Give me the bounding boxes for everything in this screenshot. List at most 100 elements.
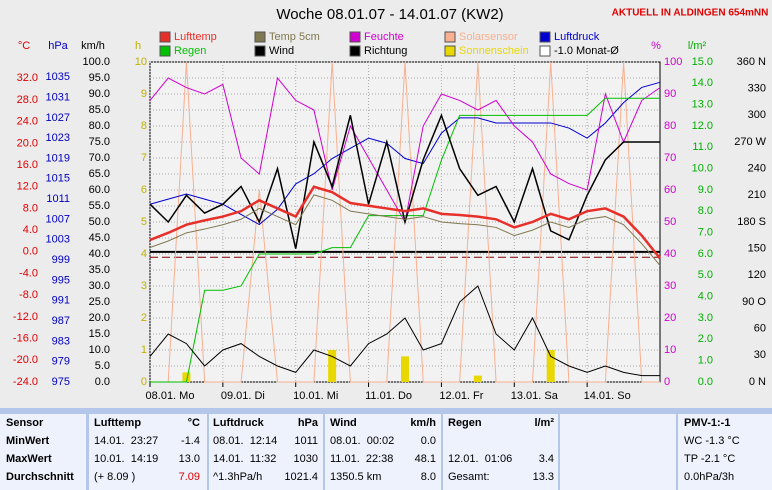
- y-tick-label: 75.0: [89, 136, 110, 148]
- y-tick-label: 1019: [46, 152, 70, 164]
- table-cell: 14.01. 23:27: [94, 435, 159, 447]
- y-tick-label: 50.0: [89, 216, 110, 228]
- y-tick-label: 10: [135, 56, 147, 68]
- y-tick-label: 95.0: [89, 72, 110, 84]
- y-tick-label: 4.0: [23, 224, 38, 236]
- y-tick-label: -16.0: [13, 333, 38, 345]
- y-tick-label: 80.0: [89, 120, 110, 132]
- y-tick-label: 979: [52, 356, 70, 368]
- series-line: [150, 97, 660, 383]
- y-tick-label: 12.0: [692, 120, 713, 132]
- table-cell: MinWert: [6, 435, 50, 447]
- legend-label: Regen: [174, 45, 206, 57]
- table-cell: WC -1.3 °C: [684, 435, 740, 447]
- y-tick-label: -20.0: [13, 354, 38, 366]
- legend-swatch: [349, 45, 361, 57]
- table-cell: 10.01. 14:19: [94, 453, 159, 465]
- table-cell: 08.01. 00:02: [330, 435, 395, 447]
- y-tick-label: 3.0: [698, 312, 713, 324]
- y-tick-label: 100.0: [82, 56, 110, 68]
- y-tick-label: 7.0: [698, 227, 713, 239]
- y-tick-label: 50: [664, 216, 676, 228]
- chart-title: Woche 08.01.07 - 14.01.07 (KW2): [276, 6, 503, 23]
- y-tick-label: 45.0: [89, 232, 110, 244]
- legend-label: Richtung: [364, 45, 407, 57]
- y-tick-label: 55.0: [89, 200, 110, 212]
- y-tick-label: 983: [52, 335, 70, 347]
- y-tick-label: 0.0: [95, 376, 110, 388]
- y-tick-label: 6.0: [698, 248, 713, 260]
- y-tick-label: 15.0: [692, 56, 713, 68]
- y-tick-label: 1.0: [698, 355, 713, 367]
- x-tick-label: 08.01. Mo: [146, 390, 195, 402]
- bar: [328, 350, 337, 382]
- y-tick-label: 360 N: [737, 56, 766, 68]
- y-tick-label: 5.0: [95, 360, 110, 372]
- y-tick-label: 16.0: [17, 159, 38, 171]
- y-tick-label: 30: [754, 349, 766, 361]
- table-cell: Luftdruck: [213, 417, 264, 429]
- table-box: [89, 414, 207, 490]
- y-tick-label: 65.0: [89, 168, 110, 180]
- y-tick-label: -12.0: [13, 311, 38, 323]
- y-tick-label: 1007: [46, 213, 70, 225]
- table-cell: 12.01. 01:06: [448, 453, 513, 465]
- y-tick-label: 1031: [46, 91, 70, 103]
- table-cell: 14.01. 11:32: [213, 453, 277, 465]
- y-tick-label: 2.0: [698, 333, 713, 345]
- y-tick-label: 0: [664, 376, 670, 388]
- series-line: [149, 194, 661, 266]
- y-tick-label: 14.0: [692, 77, 713, 89]
- series-line: [150, 61, 660, 383]
- y-tick-label: 5: [141, 216, 147, 228]
- y-tick-label: 180 S: [737, 216, 766, 228]
- legend-swatch: [539, 45, 551, 57]
- table-box: [209, 414, 323, 490]
- y-tick-label: 4: [141, 248, 147, 260]
- y-tick-label: 90 O: [742, 296, 766, 308]
- chart-subtitle: AKTUELL IN ALDINGEN 654mNN: [612, 8, 769, 19]
- y-tick-label: 975: [52, 376, 70, 388]
- y-tick-label: 987: [52, 315, 70, 327]
- axis-unit: %: [651, 40, 661, 52]
- series-line: [149, 81, 661, 226]
- table-box: [443, 414, 558, 490]
- y-tick-label: 9: [141, 88, 147, 100]
- table-cell: Lufttemp: [94, 417, 142, 429]
- table-cell: -1.4: [181, 435, 200, 447]
- y-tick-label: 25.0: [89, 296, 110, 308]
- axis-unit: h: [135, 40, 141, 52]
- x-tick-label: 12.01. Fr: [439, 390, 483, 402]
- y-tick-label: 10: [664, 344, 676, 356]
- y-tick-label: 1023: [46, 132, 70, 144]
- table-box: [325, 414, 441, 490]
- legend-swatch: [254, 45, 266, 57]
- axis-unit: l/m²: [688, 40, 707, 52]
- legend-label: Temp 5cm: [269, 31, 320, 43]
- table-cell: (+ 8.09 ): [94, 471, 136, 483]
- y-tick-label: 35.0: [89, 264, 110, 276]
- legend-swatch: [349, 31, 361, 43]
- table-cell: Durchschnitt: [6, 471, 74, 483]
- y-tick-label: 90: [664, 88, 676, 100]
- y-tick-label: 32.0: [17, 72, 38, 84]
- table-cell: 13.3: [532, 471, 554, 483]
- y-tick-label: 85.0: [89, 104, 110, 116]
- legend-label: -1.0 Monat-Ø: [554, 45, 619, 57]
- y-tick-label: 150: [748, 243, 766, 255]
- y-tick-label: 3: [141, 280, 147, 292]
- y-tick-label: 40.0: [89, 248, 110, 260]
- y-tick-label: 270 W: [734, 136, 766, 148]
- y-tick-label: 60: [664, 184, 676, 196]
- y-tick-label: 20.0: [17, 137, 38, 149]
- y-tick-label: 4.0: [698, 291, 713, 303]
- y-tick-label: 0.0: [23, 246, 38, 258]
- y-tick-label: 60: [754, 323, 766, 335]
- bar: [182, 372, 191, 382]
- y-tick-label: 10.0: [692, 163, 713, 175]
- y-tick-label: 13.0: [692, 99, 713, 111]
- x-tick-label: 10.01. Mi: [293, 390, 338, 402]
- table-cell: 8.0: [420, 471, 436, 483]
- series-line: [149, 285, 660, 377]
- table-cell: 7.09: [178, 471, 200, 483]
